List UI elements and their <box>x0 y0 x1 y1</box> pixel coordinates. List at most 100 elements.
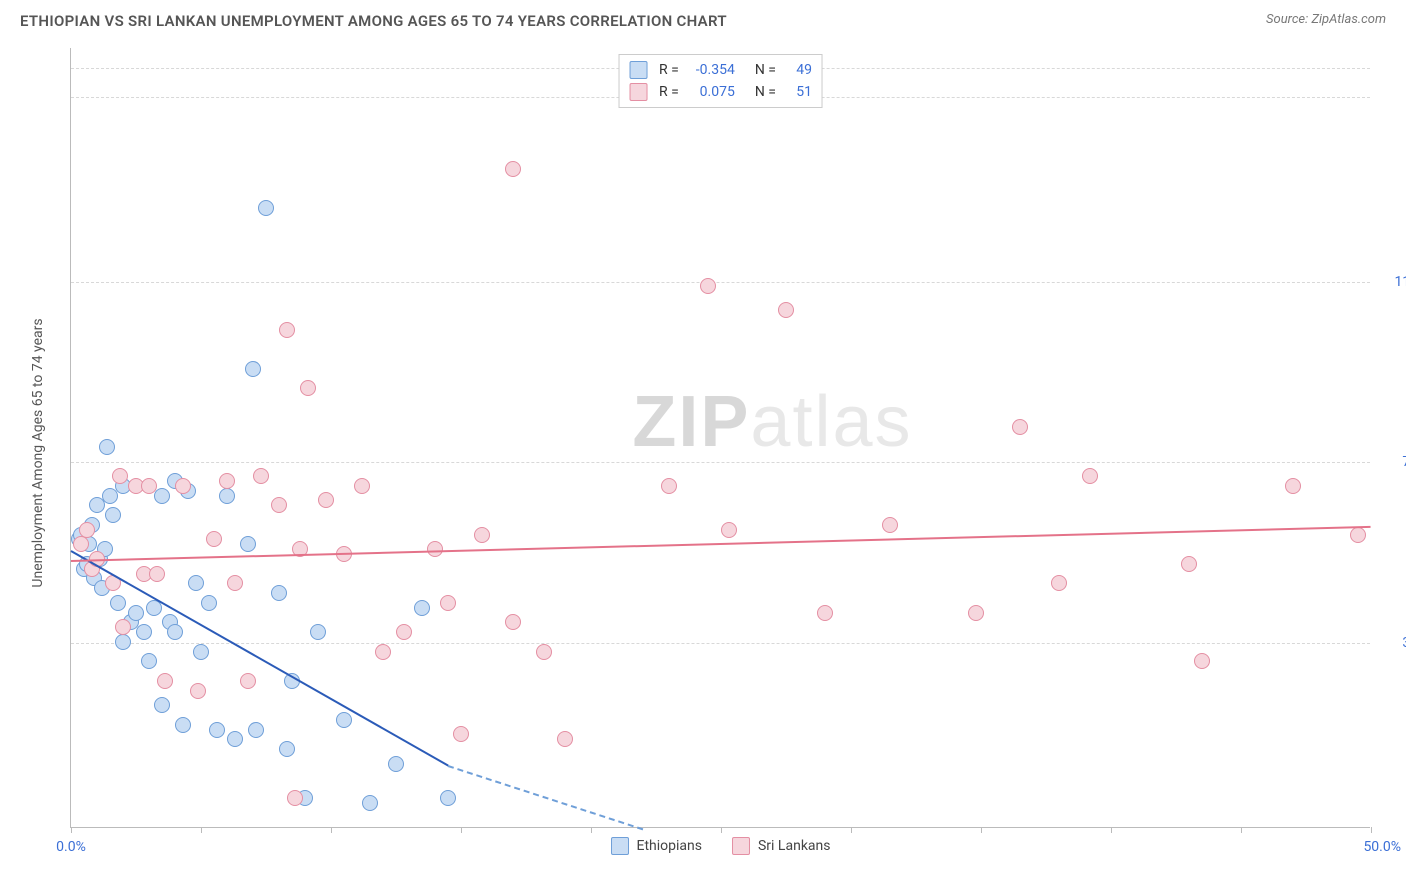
data-point-ethiopians <box>271 585 287 601</box>
x-tick-label: 0.0% <box>56 839 86 855</box>
data-point-srilankans <box>300 380 316 396</box>
data-point-srilankans <box>1082 468 1098 484</box>
data-point-srilankans <box>271 497 287 513</box>
data-point-srilankans <box>157 673 173 689</box>
data-point-ethiopians <box>219 488 235 504</box>
data-point-srilankans <box>557 731 573 747</box>
x-tick <box>1241 827 1242 833</box>
x-tick <box>591 827 592 833</box>
data-point-ethiopians <box>388 756 404 772</box>
data-point-srilankans <box>817 605 833 621</box>
data-point-srilankans <box>882 517 898 533</box>
data-point-ethiopians <box>240 536 256 552</box>
data-point-srilankans <box>536 644 552 660</box>
x-tick-label: 50.0% <box>1363 839 1401 855</box>
n-value: 49 <box>784 62 812 78</box>
data-point-ethiopians <box>105 507 121 523</box>
data-point-srilankans <box>149 566 165 582</box>
data-point-ethiopians <box>248 722 264 738</box>
legend-item-ethiopians: Ethiopians <box>611 837 702 855</box>
data-point-ethiopians <box>227 731 243 747</box>
chart-title: ETHIOPIAN VS SRI LANKAN UNEMPLOYMENT AMO… <box>20 12 727 30</box>
data-point-ethiopians <box>310 624 326 640</box>
data-point-srilankans <box>141 478 157 494</box>
data-point-srilankans <box>505 161 521 177</box>
legend-label: Ethiopians <box>637 838 702 854</box>
x-tick <box>981 827 982 833</box>
data-point-ethiopians <box>188 575 204 591</box>
data-point-srilankans <box>396 624 412 640</box>
n-label: N = <box>755 84 776 100</box>
x-tick <box>461 827 462 833</box>
data-point-srilankans <box>968 605 984 621</box>
data-point-ethiopians <box>128 605 144 621</box>
data-point-srilankans <box>240 673 256 689</box>
n-label: N = <box>755 62 776 78</box>
data-point-srilankans <box>474 527 490 543</box>
data-point-ethiopians <box>154 488 170 504</box>
legend-swatch <box>629 61 647 79</box>
data-point-ethiopians <box>136 624 152 640</box>
x-tick <box>71 827 72 833</box>
data-point-ethiopians <box>440 790 456 806</box>
data-point-srilankans <box>1194 653 1210 669</box>
correlation-legend: R = -0.354 N = 49 R = 0.075 N = 51 <box>618 54 823 108</box>
legend-swatch <box>611 837 629 855</box>
r-value: 0.075 <box>687 84 735 100</box>
r-label: R = <box>659 62 679 78</box>
plot-area: ZIPatlas R =-0.354N =49R =0.075N =51 Eth… <box>70 48 1370 828</box>
data-point-ethiopians <box>154 697 170 713</box>
data-point-srilankans <box>175 478 191 494</box>
data-point-ethiopians <box>193 644 209 660</box>
data-point-ethiopians <box>279 741 295 757</box>
y-tick-label: 11.2% <box>1394 274 1406 290</box>
data-point-srilankans <box>1012 419 1028 435</box>
legend-swatch <box>629 83 647 101</box>
data-point-srilankans <box>279 322 295 338</box>
x-tick <box>331 827 332 833</box>
source-attribution: Source: ZipAtlas.com <box>1266 12 1386 27</box>
x-tick <box>721 827 722 833</box>
data-point-srilankans <box>1285 478 1301 494</box>
data-point-srilankans <box>1181 556 1197 572</box>
data-point-srilankans <box>375 644 391 660</box>
data-point-srilankans <box>112 468 128 484</box>
x-tick <box>201 827 202 833</box>
n-value: 51 <box>784 84 812 100</box>
data-point-ethiopians <box>245 361 261 377</box>
trend-line <box>448 765 644 830</box>
legend-row-ethiopians: R = -0.354 N = 49 <box>629 59 812 81</box>
r-label: R = <box>659 84 679 100</box>
data-point-ethiopians <box>175 717 191 733</box>
y-axis-label: Unemployment Among Ages 65 to 74 years <box>30 318 46 587</box>
data-point-srilankans <box>115 619 131 635</box>
data-point-srilankans <box>287 790 303 806</box>
data-point-srilankans <box>661 478 677 494</box>
x-tick <box>851 827 852 833</box>
data-point-srilankans <box>206 531 222 547</box>
data-point-srilankans <box>318 492 334 508</box>
data-point-ethiopians <box>115 634 131 650</box>
data-point-srilankans <box>253 468 269 484</box>
y-tick-label: 7.5% <box>1402 454 1406 470</box>
watermark: ZIPatlas <box>632 381 912 463</box>
legend-item-srilankans: Sri Lankans <box>732 837 831 855</box>
data-point-srilankans <box>73 536 89 552</box>
data-point-srilankans <box>79 522 95 538</box>
data-point-srilankans <box>440 595 456 611</box>
data-point-ethiopians <box>99 439 115 455</box>
data-point-srilankans <box>453 726 469 742</box>
data-point-srilankans <box>219 473 235 489</box>
data-point-srilankans <box>700 278 716 294</box>
gridline-horizontal <box>71 282 1370 283</box>
r-value: -0.354 <box>687 62 735 78</box>
data-point-srilankans <box>190 683 206 699</box>
data-point-srilankans <box>721 522 737 538</box>
y-tick-label: 3.8% <box>1402 635 1406 651</box>
data-point-srilankans <box>778 302 794 318</box>
data-point-ethiopians <box>141 653 157 669</box>
data-point-srilankans <box>354 478 370 494</box>
legend-label: Sri Lankans <box>758 838 831 854</box>
data-point-srilankans <box>427 541 443 557</box>
data-point-srilankans <box>1350 527 1366 543</box>
